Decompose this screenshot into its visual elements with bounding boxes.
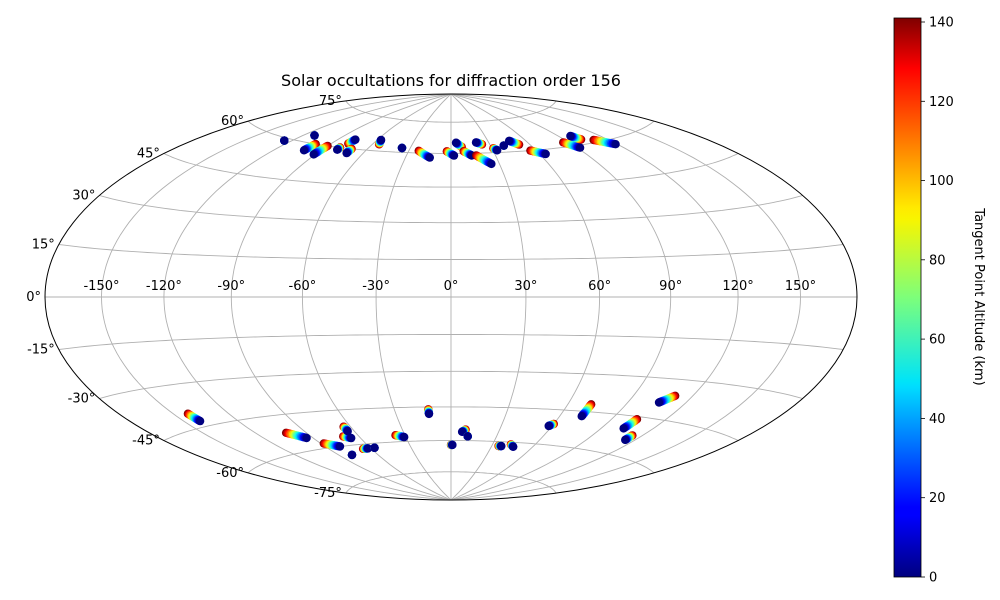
colorbar-tick-label: 140 <box>929 16 954 31</box>
chart-title: Solar occultations for diffraction order… <box>281 71 621 90</box>
longitude-tick-label: -60° <box>289 279 317 294</box>
occultation-point <box>487 159 496 169</box>
longitude-tick-label: -150° <box>83 279 119 294</box>
parallel-line <box>345 100 557 123</box>
occultation-point <box>544 421 553 431</box>
occultation-point <box>448 440 457 450</box>
colorbar-tick-label: 120 <box>929 95 954 110</box>
colorbar-label: Tangent Point Altitude (km) <box>971 207 986 385</box>
latitude-tick-label: -45° <box>132 434 160 449</box>
longitude-tick-label: 90° <box>659 279 682 294</box>
occultation-point <box>577 412 586 421</box>
occultation-point <box>333 145 342 154</box>
occultation-point <box>309 150 318 159</box>
occultation-point <box>425 153 434 162</box>
parallel-line <box>58 244 844 260</box>
latitude-tick-label: 15° <box>32 238 55 253</box>
latitude-tick-labels: -75° -60° -45° -30° -15° 0° 15° 30° 45° 60° 75° <box>26 94 342 501</box>
occultation-point <box>611 140 620 149</box>
latitude-tick-label: 75° <box>319 94 342 109</box>
occultation-point <box>195 416 205 426</box>
parallel-line <box>163 153 739 188</box>
occultation-point <box>347 433 356 443</box>
occultation-point <box>504 136 514 145</box>
latitude-tick-label: 45° <box>137 147 160 162</box>
occultation-point <box>424 409 434 419</box>
graticule <box>45 94 857 500</box>
colorbar-tick-label: 40 <box>929 412 946 427</box>
longitude-tick-label: 30° <box>514 279 537 294</box>
occultation-point <box>493 146 502 155</box>
parallel-line <box>247 440 655 474</box>
colorbar-tick-label: 20 <box>929 491 946 506</box>
colorbar-tick-label: 80 <box>929 253 946 268</box>
occultation-point <box>397 143 407 153</box>
longitude-tick-label: -30° <box>362 279 390 294</box>
occultation-point <box>347 450 357 460</box>
occultation-point <box>376 135 386 145</box>
latitude-tick-label: -75° <box>314 486 342 501</box>
occultation-point <box>497 441 506 451</box>
occultation-point <box>370 443 379 452</box>
colorbar-tick-label: 100 <box>929 174 954 189</box>
longitude-tick-label: 150° <box>785 279 816 294</box>
longitude-tick-label: 120° <box>722 279 753 294</box>
occultation-point <box>363 444 373 453</box>
occultation-point <box>619 424 628 433</box>
longitude-tick-label: 0° <box>444 279 459 294</box>
colorbar <box>893 17 922 578</box>
occultation-point <box>541 149 550 159</box>
occultation-point <box>451 138 461 147</box>
latitude-tick-label: 0° <box>26 290 41 305</box>
occultation-point <box>342 148 351 158</box>
colorbar-ticks: 0 20 40 60 80 100 120 140 <box>921 16 954 586</box>
occultation-point <box>335 442 345 451</box>
latitude-tick-label: -60° <box>216 466 244 481</box>
latitude-tick-label: -15° <box>27 343 55 358</box>
occultation-point <box>621 435 630 445</box>
occultation-point <box>302 433 311 443</box>
parallel-line <box>345 471 557 494</box>
map-boundary <box>44 93 858 501</box>
occultation-point <box>471 138 481 147</box>
parallel-line <box>99 195 803 224</box>
colorbar-tick-label: 0 <box>929 571 937 586</box>
occultation-point <box>310 131 319 140</box>
occultation-point <box>654 398 664 407</box>
longitude-tick-label: 60° <box>588 279 611 294</box>
occultation-point <box>457 427 467 436</box>
latitude-tick-label: -30° <box>68 392 96 407</box>
parallel-line <box>163 406 739 441</box>
occultation-point <box>566 131 575 141</box>
occultation-point <box>280 136 289 145</box>
occultation-point <box>299 146 309 155</box>
occultation-point <box>449 151 459 160</box>
occultation-point <box>509 442 518 451</box>
longitude-tick-label: -120° <box>146 279 182 294</box>
occultation-point <box>575 143 585 152</box>
longitude-tick-label: -90° <box>217 279 245 294</box>
latitude-tick-label: 60° <box>221 114 244 129</box>
latitude-tick-label: 30° <box>72 189 95 204</box>
occultation-points <box>183 131 680 460</box>
parallel-line <box>99 370 803 399</box>
occultation-point <box>351 135 360 144</box>
parallel-line <box>58 334 844 350</box>
occultation-point <box>343 427 352 436</box>
colorbar-tick-label: 60 <box>929 333 946 348</box>
longitude-tick-labels: -150° -120° -90° -60° -30° 0° 30° 60° 90° 120° 150… <box>83 279 816 294</box>
occultation-point <box>463 432 472 441</box>
occultation-point <box>400 432 409 442</box>
